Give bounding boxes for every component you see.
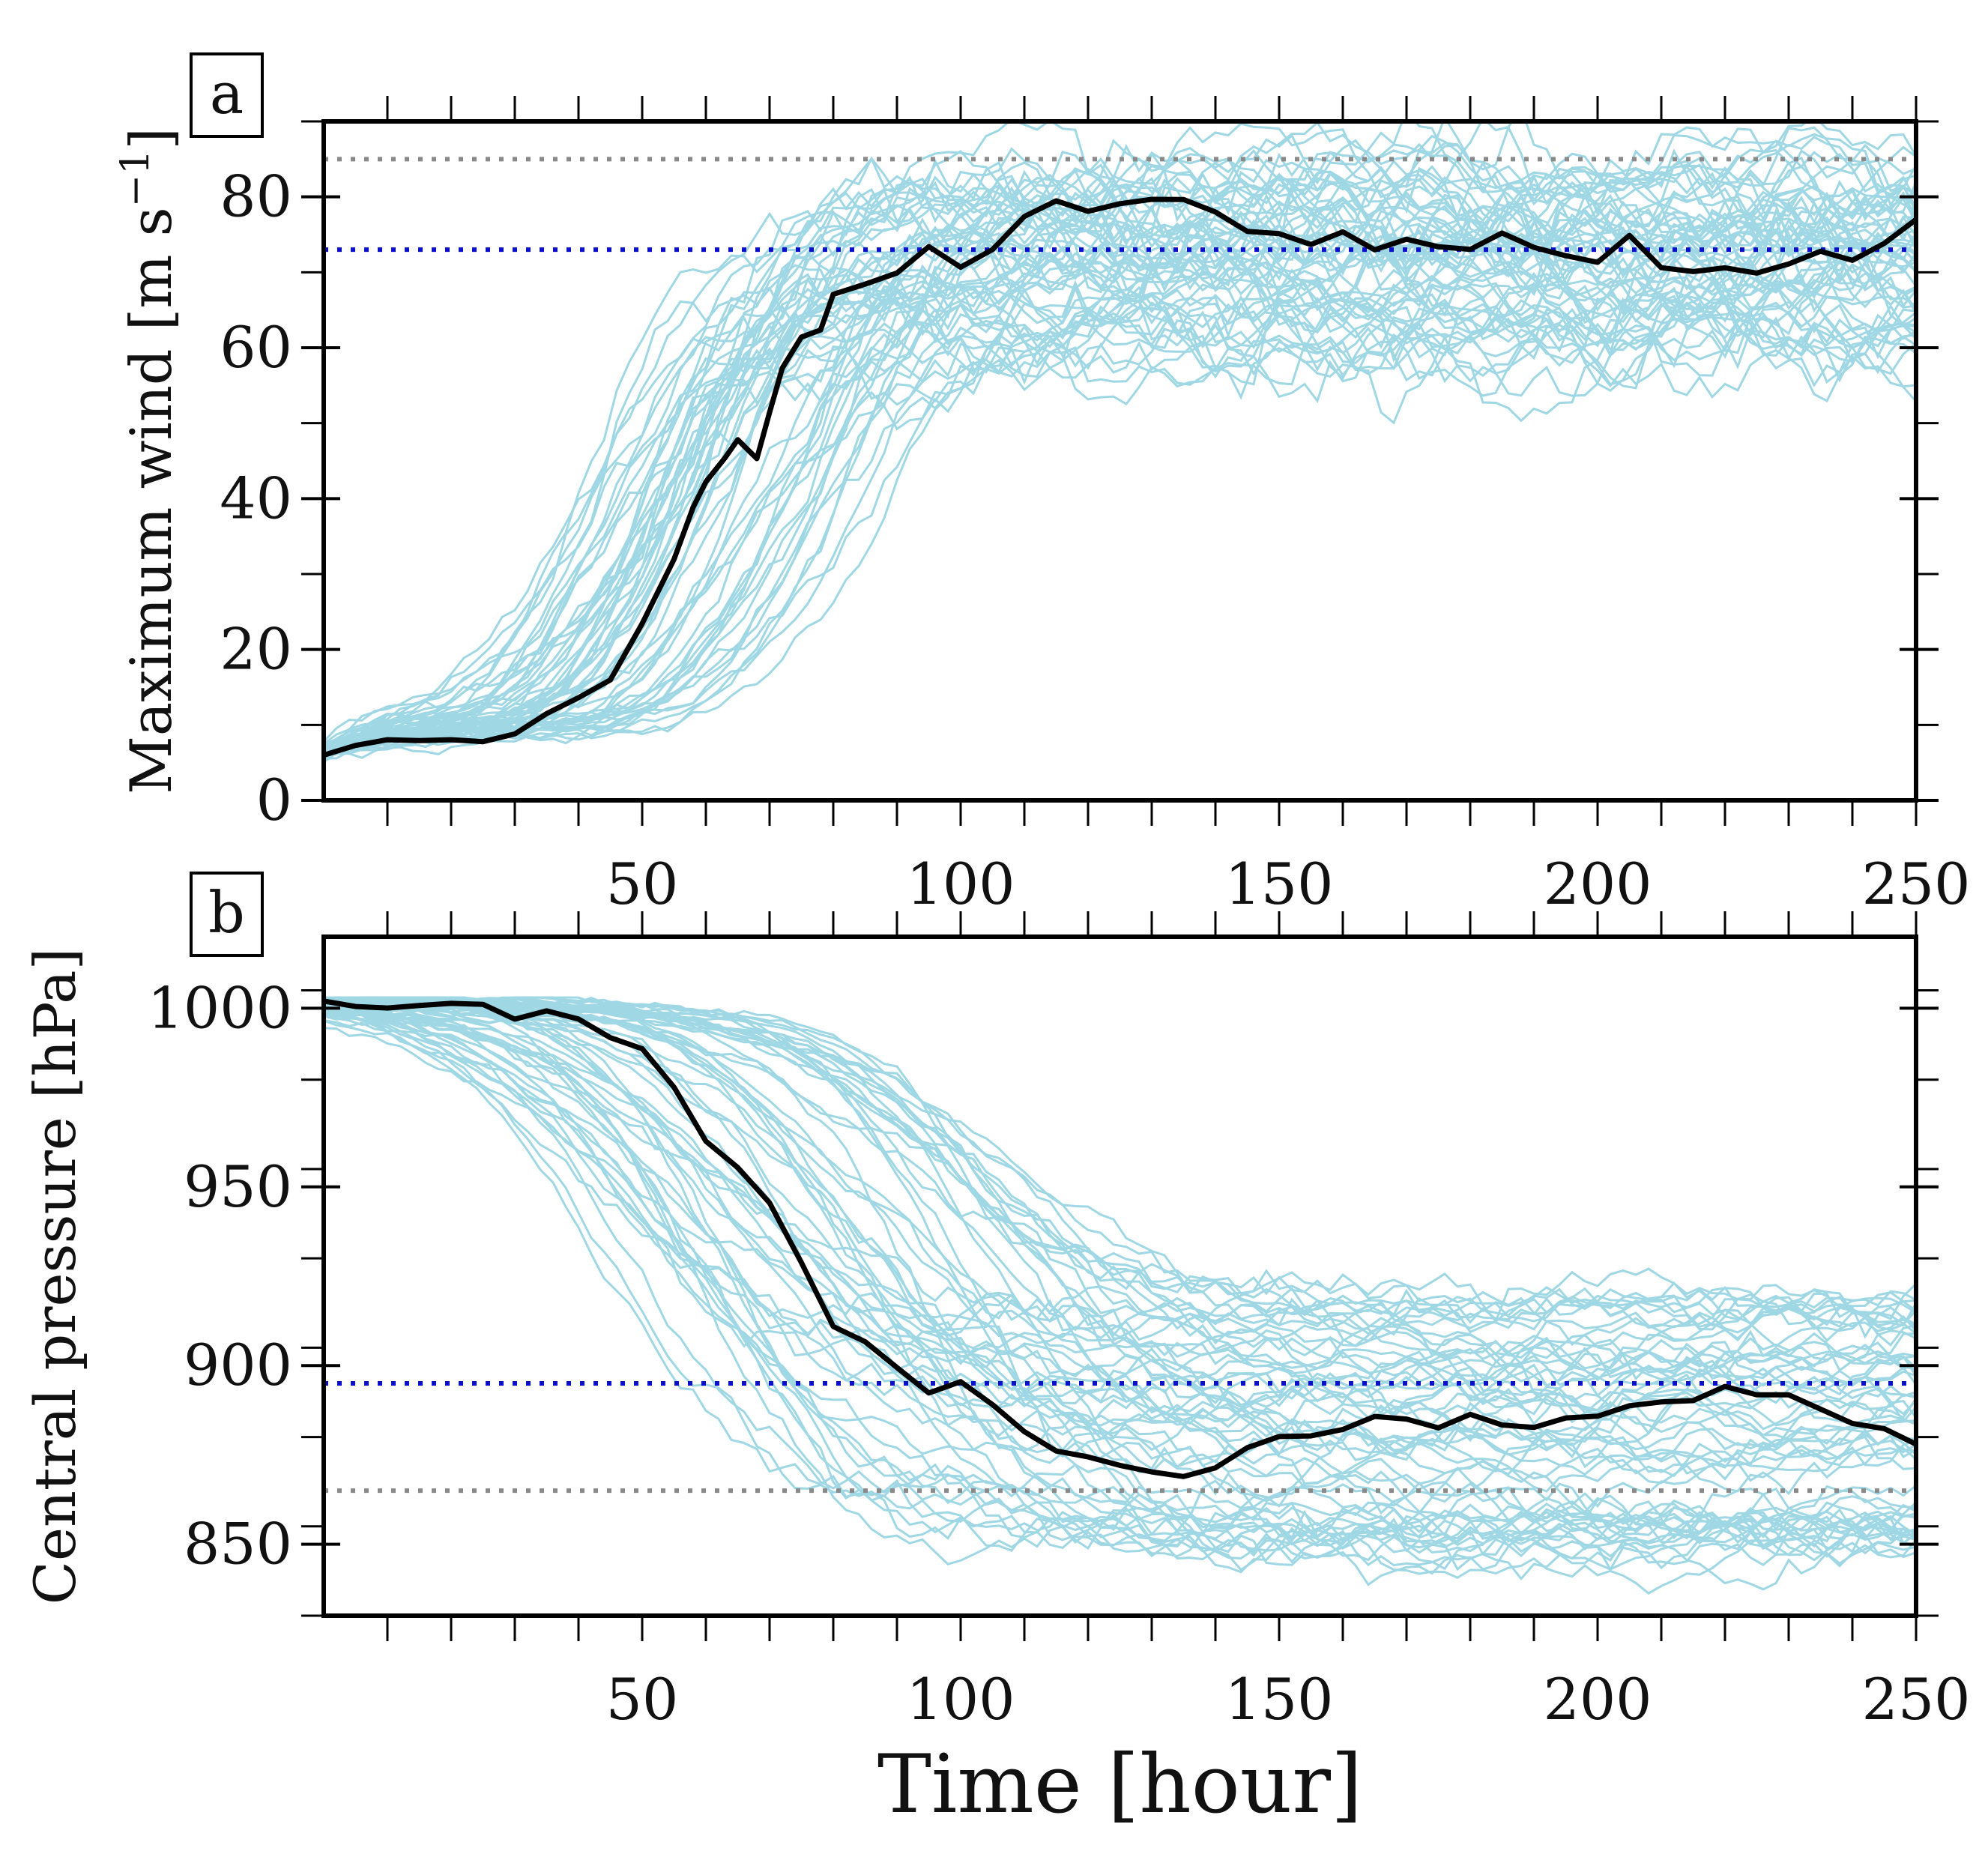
ensemble-member-line bbox=[324, 1010, 1916, 1508]
ensemble-member-line bbox=[324, 184, 1916, 753]
ensemble-member-line bbox=[324, 1006, 1916, 1566]
panel-letter-box bbox=[190, 872, 264, 957]
ensemble-member-line bbox=[324, 226, 1916, 748]
ensemble-member-line bbox=[324, 124, 1916, 755]
y-tick-label: 60 bbox=[220, 314, 292, 381]
ensemble-member-line bbox=[324, 301, 1916, 755]
ensemble-member-line bbox=[324, 121, 1916, 755]
ensemble-member-line bbox=[324, 997, 1916, 1595]
y-tick-label: 1000 bbox=[148, 974, 292, 1041]
ensemble-member-line bbox=[324, 1007, 1916, 1447]
panel-a: 50 100 150 200 250 0 20 40 60 80 Maximum wind [m s… bbox=[113, 52, 1971, 917]
x-tick-label: 150 bbox=[1224, 1666, 1333, 1733]
x-tick-label: 150 bbox=[1224, 851, 1333, 917]
control-series-line bbox=[324, 998, 1916, 1479]
ensemble-member-line bbox=[324, 193, 1916, 758]
y-axis-title: Central pressure [hPa] bbox=[22, 948, 88, 1604]
ensemble-member-line bbox=[324, 256, 1916, 754]
panel-letter: b bbox=[208, 879, 245, 946]
ensemble-member-line bbox=[324, 216, 1916, 754]
ensemble-member-line bbox=[324, 285, 1916, 758]
y-tick-label: 900 bbox=[184, 1332, 292, 1398]
ensemble-member-line bbox=[324, 220, 1916, 753]
ensemble-member-line bbox=[324, 1003, 1916, 1470]
control-series-line bbox=[324, 196, 1916, 758]
y-tick-label: 850 bbox=[184, 1511, 292, 1577]
ensemble-member-line bbox=[324, 996, 1916, 1347]
y-axis-title: Maximum wind [m s−1] bbox=[113, 127, 184, 794]
ensemble-member-line bbox=[324, 998, 1916, 1542]
x-tick-label: 200 bbox=[1543, 851, 1652, 917]
ensemble-member-line bbox=[324, 126, 1916, 753]
plot-frame bbox=[321, 119, 1918, 803]
x-axis-title: Time [hour] bbox=[877, 1738, 1362, 1832]
y-tick-label: 950 bbox=[184, 1153, 292, 1220]
ensemble-member-line bbox=[324, 199, 1916, 756]
ensemble-member-line bbox=[324, 996, 1916, 1586]
plot-area bbox=[324, 996, 1916, 1595]
ensemble-member-line bbox=[324, 1007, 1916, 1432]
ensemble-member-line bbox=[324, 1006, 1916, 1571]
x-tick-label: 50 bbox=[606, 1666, 679, 1733]
ensemble-member-line bbox=[324, 1019, 1916, 1374]
panel-letter-box bbox=[190, 52, 264, 138]
ensemble-member-line bbox=[324, 1019, 1916, 1548]
x-tick-label: 250 bbox=[1861, 851, 1970, 917]
ensemble-member-line bbox=[324, 1000, 1916, 1467]
ensemble-member-line bbox=[324, 1013, 1916, 1562]
ensemble-member-line bbox=[324, 139, 1916, 755]
ensemble-member-line bbox=[324, 997, 1916, 1536]
ensemble-member-line bbox=[324, 1004, 1916, 1480]
y-tick-label: 40 bbox=[220, 465, 292, 531]
panel-letter: a bbox=[210, 60, 244, 127]
ensemble-member-line bbox=[324, 143, 1916, 745]
ensemble-member-line bbox=[324, 1006, 1916, 1497]
y-tick-label: 20 bbox=[220, 616, 292, 683]
x-tick-label: 100 bbox=[906, 851, 1015, 917]
ensemble-member-line bbox=[324, 997, 1916, 1386]
ensemble-member-line bbox=[324, 1003, 1916, 1416]
ensemble-member-line bbox=[324, 187, 1916, 752]
ensemble-member-line bbox=[324, 1001, 1916, 1493]
y-tick-label: 80 bbox=[220, 163, 292, 230]
x-tick-label: 250 bbox=[1861, 1666, 1970, 1733]
y-tick-label: 0 bbox=[256, 767, 292, 833]
ensemble-member-line bbox=[324, 996, 1916, 1413]
panel-b: 50 100 150 200 250 850 900 950 1000 Central press… bbox=[22, 872, 1971, 1832]
x-tick-label: 50 bbox=[606, 851, 679, 917]
plot-frame bbox=[321, 934, 1918, 1618]
ensemble-member-line bbox=[324, 999, 1916, 1342]
ensemble-member-line bbox=[324, 996, 1916, 1389]
x-tick-label: 200 bbox=[1543, 1666, 1652, 1733]
ensemble-member-line bbox=[324, 1003, 1916, 1562]
ensemble-member-line bbox=[324, 997, 1916, 1574]
ensemble-member-line bbox=[324, 217, 1916, 749]
plot-area bbox=[324, 121, 1916, 764]
x-tick-label: 100 bbox=[906, 1666, 1015, 1733]
